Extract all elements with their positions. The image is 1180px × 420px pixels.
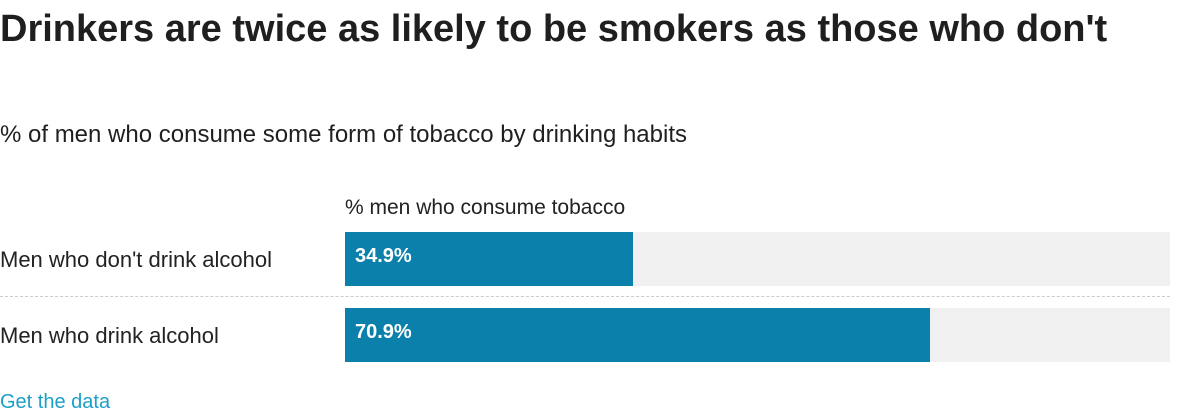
bar-row: Men who don't drink alcohol 34.9% [0,221,1170,299]
chart-title: Drinkers are twice as likely to be smoke… [0,8,1108,50]
bar-track: 34.9% [345,232,1170,286]
get-data-link[interactable]: Get the data [0,391,111,413]
bar-track: 70.9% [345,308,1170,362]
column-header: % men who consume tobacco [345,196,626,219]
bar-value-label: 34.9% [355,245,412,267]
bar [345,232,633,286]
bar-row: Men who drink alcohol 70.9% [0,297,1170,375]
bar [345,308,930,362]
bar-value-label: 70.9% [355,321,412,343]
category-label: Men who don't drink alcohol [0,247,273,272]
chart-subtitle: % of men who consume some form of tobacc… [0,121,687,148]
row-divider [0,296,1170,297]
category-label: Men who drink alcohol [0,323,219,348]
